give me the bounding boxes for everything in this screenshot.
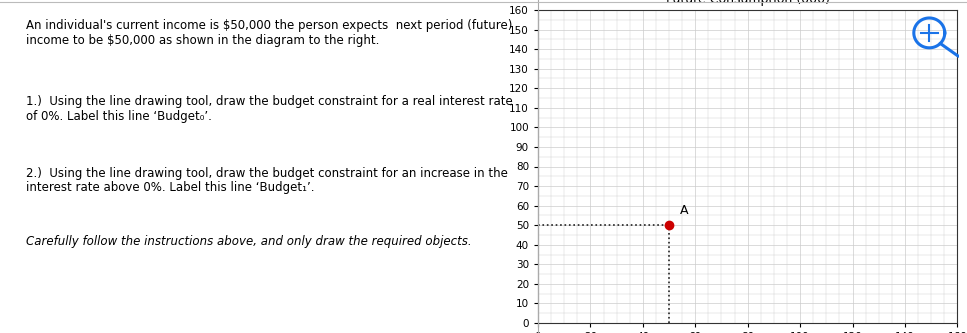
Text: A: A [680,204,689,217]
Title: Future Consumption (000): Future Consumption (000) [665,0,830,6]
Text: 1.)  Using the line drawing tool, draw the budget constraint for a real interest: 1.) Using the line drawing tool, draw th… [25,95,513,123]
Text: Carefully follow the instructions above, and only draw the required objects.: Carefully follow the instructions above,… [25,235,471,248]
Text: 2.)  Using the line drawing tool, draw the budget constraint for an increase in : 2.) Using the line drawing tool, draw th… [25,166,508,194]
Text: An individual's current income is $50,000 the person expects  next period (futur: An individual's current income is $50,00… [25,19,512,47]
